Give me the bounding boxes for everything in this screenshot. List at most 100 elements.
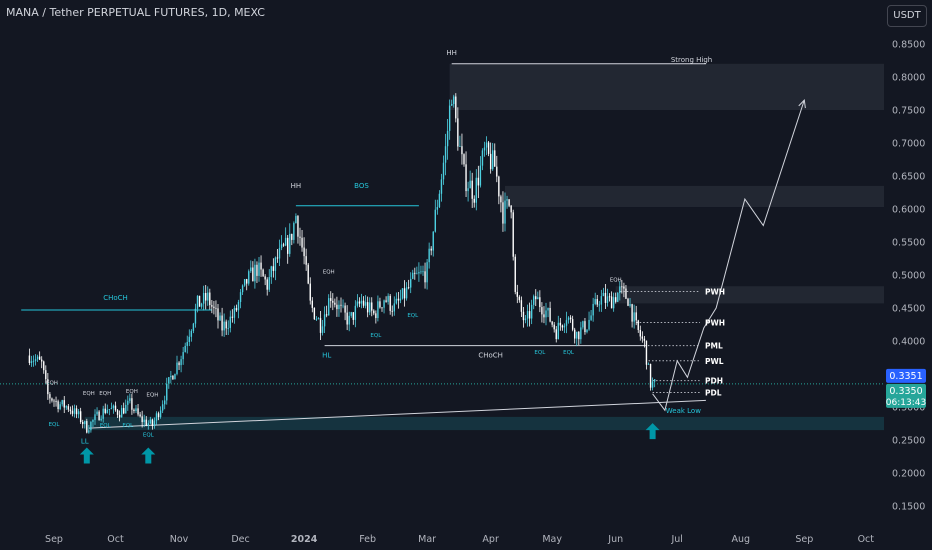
candle-body xyxy=(469,180,471,189)
x-tick-label: 2024 xyxy=(291,534,318,545)
structure-label: EQH xyxy=(126,389,138,395)
candle-body xyxy=(494,150,496,167)
candle-body xyxy=(414,272,416,274)
candle-body xyxy=(578,331,580,340)
candle-body xyxy=(457,118,459,147)
candle-body xyxy=(268,277,270,290)
candle-body xyxy=(315,319,318,320)
candle-body xyxy=(334,302,336,305)
price-axis[interactable] xyxy=(884,0,932,550)
candle-body xyxy=(198,295,201,307)
candle-body xyxy=(539,297,541,308)
candle-body xyxy=(526,311,529,319)
candle-body xyxy=(174,374,176,380)
candle-body xyxy=(65,406,67,408)
candle-body xyxy=(639,329,641,337)
candle-body xyxy=(225,321,227,329)
candle-body xyxy=(200,303,203,307)
candle-body xyxy=(120,408,123,418)
candle-body xyxy=(557,322,559,340)
candle-body xyxy=(57,401,59,410)
candle-body xyxy=(561,325,564,328)
candle-body xyxy=(649,363,652,388)
labels-layer: PWH PWH PML PWL PDH PDL HH Strong High HH BOS CHoC… xyxy=(46,49,725,445)
candle-body xyxy=(192,323,195,331)
candle-body xyxy=(416,273,418,275)
candle-body xyxy=(215,307,217,309)
last-price-label: 0.3351 xyxy=(889,371,922,382)
y-tick-label: 0.5000 xyxy=(892,271,925,282)
candle-body xyxy=(246,279,248,284)
candle-body xyxy=(272,266,275,271)
candle-body xyxy=(448,105,451,131)
candle-body xyxy=(258,262,260,276)
candle-body xyxy=(311,300,313,308)
candle-body xyxy=(598,304,600,306)
candle-body xyxy=(94,414,96,420)
candle-body xyxy=(151,419,154,427)
candle-body xyxy=(164,400,166,405)
candle-body xyxy=(108,409,111,410)
structure-label: LL xyxy=(81,437,89,445)
candle-body xyxy=(303,247,305,257)
structure-label: HH xyxy=(446,49,457,57)
candle-body xyxy=(69,409,72,411)
x-tick-label: Jul xyxy=(670,534,682,545)
currency-button[interactable]: USDT xyxy=(887,5,927,27)
structure-label: EQH xyxy=(146,392,158,398)
candle-body xyxy=(166,383,168,401)
projection-arrowhead xyxy=(798,99,806,109)
candle-body xyxy=(438,193,441,208)
candle-body xyxy=(211,305,213,307)
structure-label: EQH xyxy=(610,278,622,284)
candle-body xyxy=(36,356,39,360)
candle-body xyxy=(483,147,486,151)
structure-label: EQH xyxy=(99,391,111,397)
candle-body xyxy=(547,308,549,311)
x-tick-label: Nov xyxy=(170,534,189,545)
candle-body xyxy=(508,199,510,206)
overlay-layer xyxy=(0,99,884,464)
annotation-lines-layer xyxy=(21,63,706,429)
candle-body xyxy=(496,166,498,177)
structure-label: BOS xyxy=(354,182,369,190)
candle-body xyxy=(637,320,639,330)
candle-body xyxy=(47,379,49,395)
candle-body xyxy=(629,304,631,306)
candle-body xyxy=(391,310,393,312)
x-tick-label: May xyxy=(542,534,562,545)
candle-body xyxy=(336,304,338,310)
candle-body xyxy=(110,408,113,410)
candle-body xyxy=(202,292,205,304)
structure-label: HH xyxy=(291,182,302,190)
candle-body xyxy=(463,154,465,165)
candle-body xyxy=(541,307,543,315)
time-axis[interactable] xyxy=(0,528,884,550)
candle-body xyxy=(139,414,141,417)
candle-body xyxy=(471,180,473,199)
countdown-label: 06:13:43 xyxy=(886,398,926,408)
candle-body xyxy=(364,302,367,306)
candle-body xyxy=(96,411,98,415)
candle-body xyxy=(604,292,607,303)
candle-body xyxy=(354,305,357,320)
structure-label: EQH xyxy=(46,381,58,387)
candle-body xyxy=(385,300,387,302)
candle-body xyxy=(223,321,225,331)
candle-body xyxy=(489,153,492,170)
candle-body xyxy=(270,266,272,278)
candle-body xyxy=(266,279,268,290)
candle-body xyxy=(615,297,617,302)
candle-body xyxy=(551,321,553,325)
y-tick-label: 0.3000 xyxy=(892,403,925,414)
candle-body xyxy=(49,394,51,399)
candle-body xyxy=(71,410,74,414)
candle-body xyxy=(231,316,234,318)
candle-body xyxy=(369,302,371,313)
candle-body xyxy=(395,298,398,304)
candle-body xyxy=(287,237,289,254)
current-price-label: 0.3350 xyxy=(889,386,922,397)
candle-body xyxy=(260,262,262,270)
candle-body xyxy=(250,267,252,272)
